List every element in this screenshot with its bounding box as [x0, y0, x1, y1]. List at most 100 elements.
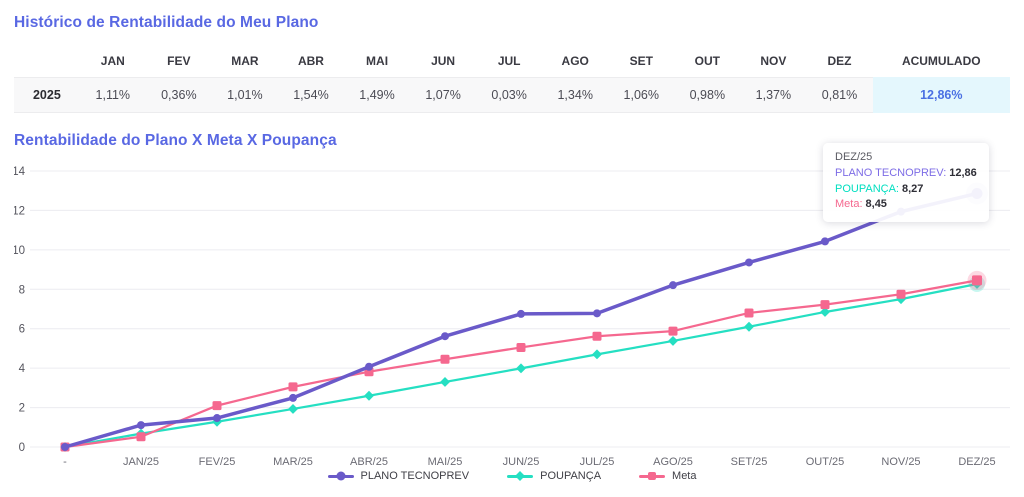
point-plano-tecnoprev[interactable]: [365, 362, 373, 371]
point-meta[interactable]: [820, 300, 830, 310]
x-axis-label: OUT/25: [806, 456, 845, 467]
legend-label: POUPANÇA: [540, 470, 602, 482]
x-axis-label: JUL/25: [580, 456, 615, 467]
month-value-cell-nov: 1,37%: [740, 77, 807, 113]
x-axis-label: FEV/25: [199, 456, 236, 467]
legend-diamond-marker-icon: [507, 471, 534, 481]
point-plano-tecnoprev[interactable]: [441, 332, 449, 341]
chart-section-title: Rentabilidade do Plano X Meta X Poupança: [14, 132, 337, 149]
tooltip-row-plano-tecnoprev: PLANO TECNOPREV: 12,86: [835, 167, 977, 179]
chart-legend: PLANO TECNOPREV POUPANÇA Meta: [14, 470, 1010, 482]
point-plano-tecnoprev[interactable]: [669, 281, 677, 290]
x-axis-label: SET/25: [731, 456, 768, 467]
point-poupan-a[interactable]: [364, 390, 374, 401]
month-header-out: OUT: [674, 45, 741, 78]
y-axis-label: 2: [19, 403, 25, 415]
returns-table: JAN FEV MAR ABR MAI JUN JUL AGO SET OUT NOV DEZ ACUM…: [14, 45, 1010, 113]
x-axis-label: DEZ/25: [958, 456, 995, 467]
point-meta[interactable]: [516, 342, 526, 352]
tooltip-row-meta: Meta: 8,45: [835, 198, 887, 210]
month-header-mar: MAR: [211, 45, 278, 78]
point-poupan-a[interactable]: [440, 376, 450, 387]
year-header-spacer: [14, 45, 80, 78]
month-value-cell-jul: 0,03%: [476, 77, 543, 113]
x-axis-label: ABR/25: [350, 456, 388, 467]
series-line-plano-tecnoprev: [63, 191, 979, 449]
point-meta[interactable]: [668, 326, 678, 336]
returns-chart: 0 2 4 6 8 10 12 14 - JAN/25 FEV/25 MAR/25 ABR/25 MAI/…: [14, 143, 1010, 467]
legend-label: Meta: [672, 470, 697, 482]
x-axis-label: JUN/25: [503, 456, 540, 467]
point-poupan-a[interactable]: [516, 363, 526, 374]
month-value-cell-fev: 0,36%: [145, 77, 212, 113]
x-axis-label: -: [63, 456, 67, 467]
y-axis-label: 8: [19, 284, 25, 296]
legend-item-plano-tecnoprev[interactable]: PLANO TECNOPREV: [327, 470, 470, 482]
month-value-cell-set: 1,06%: [608, 77, 675, 113]
chart-tooltip: DEZ/25 PLANO TECNOPREV: 12,86 POUPANÇA: 8,2…: [823, 143, 989, 222]
month-header-dez: DEZ: [806, 45, 873, 78]
x-axis-label: NOV/25: [881, 456, 920, 467]
point-plano-tecnoprev[interactable]: [289, 393, 297, 402]
month-value-cell-out: 0,98%: [674, 77, 741, 113]
month-header-set: SET: [608, 45, 675, 78]
month-header-jul: JUL: [476, 45, 543, 78]
point-poupan-a[interactable]: [288, 404, 298, 414]
point-poupan-a[interactable]: [668, 335, 678, 346]
x-axis-label: AGO/25: [653, 456, 693, 467]
y-axis-label: 4: [19, 363, 26, 375]
month-value-cell-mai: 1,49%: [344, 77, 411, 113]
month-header-nov: NOV: [740, 45, 807, 78]
x-axis-label: MAR/25: [273, 456, 313, 467]
tooltip-row-poupan-a: POUPANÇA: 8,27: [835, 182, 924, 195]
point-plano-tecnoprev[interactable]: [517, 309, 525, 318]
month-header-jan: JAN: [79, 45, 146, 78]
y-axis-label: 6: [19, 324, 25, 336]
month-header-jun: JUN: [410, 45, 477, 78]
y-axis-label: 10: [14, 245, 25, 257]
point-poupan-a[interactable]: [744, 321, 754, 332]
table-data-row: 2025 1,11% 0,36% 1,01% 1,54% 1,49% 1,07% 0,03% 1…: [14, 77, 1010, 113]
y-axis-label: 0: [19, 442, 25, 454]
month-header-ago: AGO: [542, 45, 609, 78]
point-meta[interactable]: [592, 331, 602, 341]
y-axis-label: 14: [14, 166, 26, 178]
month-header-mai: MAI: [344, 45, 411, 78]
point-meta[interactable]: [136, 432, 146, 442]
month-value-cell-jan: 1,11%: [79, 77, 146, 113]
point-meta[interactable]: [972, 275, 982, 286]
legend-square-marker-icon: [639, 471, 666, 481]
point-plano-tecnoprev[interactable]: [593, 309, 601, 318]
year-cell: 2025: [14, 77, 80, 113]
accumulated-value-cell: 12,86%: [872, 77, 1010, 113]
month-header-abr: ABR: [277, 45, 344, 78]
point-plano-tecnoprev[interactable]: [213, 414, 221, 423]
point-plano-tecnoprev[interactable]: [745, 258, 753, 267]
point-meta[interactable]: [896, 289, 906, 299]
month-value-cell-jun: 1,07%: [410, 77, 477, 113]
point-poupan-a[interactable]: [592, 349, 602, 360]
point-meta[interactable]: [212, 401, 222, 411]
table-header-row: JAN FEV MAR ABR MAI JUN JUL AGO SET OUT NOV DEZ ACUM…: [14, 45, 1010, 78]
month-value-cell-dez: 0,81%: [806, 77, 873, 113]
legend-item-meta[interactable]: Meta: [639, 470, 697, 482]
history-section-title: Histórico de Rentabilidade do Meu Plano: [14, 14, 319, 31]
x-axis-label: MAI/25: [428, 456, 463, 467]
point-plano-tecnoprev[interactable]: [137, 421, 145, 430]
point-meta[interactable]: [440, 354, 450, 364]
point-plano-tecnoprev[interactable]: [61, 443, 69, 451]
point-plano-tecnoprev[interactable]: [821, 237, 829, 246]
month-value-cell-mar: 1,01%: [211, 77, 278, 113]
point-meta[interactable]: [744, 308, 754, 318]
legend-item-poupan-a[interactable]: POUPANÇA: [507, 470, 601, 482]
month-value-cell-ago: 1,34%: [542, 77, 609, 113]
month-value-cell-abr: 1,54%: [277, 77, 344, 113]
x-axis-label: JAN/25: [123, 456, 159, 467]
accumulated-header: ACUMULADO: [872, 45, 1010, 78]
legend-circle-marker-icon: [327, 471, 354, 481]
point-meta[interactable]: [288, 382, 298, 392]
point-poupan-a[interactable]: [820, 307, 830, 317]
tooltip-period: DEZ/25: [835, 151, 873, 163]
legend-label: PLANO TECNOPREV: [360, 470, 470, 482]
